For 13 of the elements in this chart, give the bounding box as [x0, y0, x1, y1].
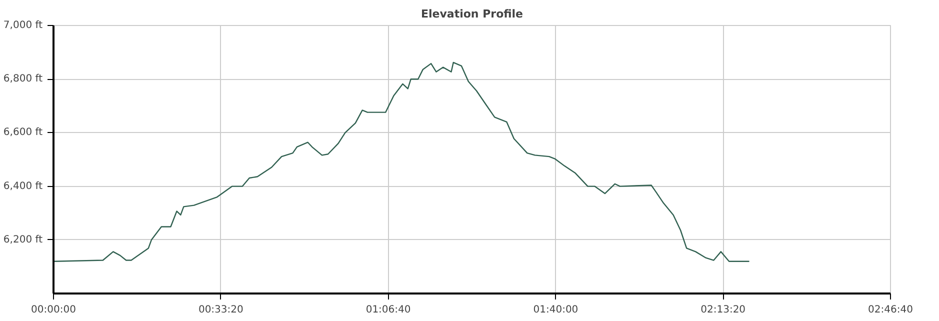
- line-series: [54, 62, 750, 262]
- y-tick-label: 7,000 ft: [3, 20, 43, 31]
- y-tick-label: 6,200 ft: [3, 234, 43, 246]
- y-tick-label: 6,600 ft: [3, 127, 43, 138]
- x-tick-label: 01:06:40: [366, 304, 411, 316]
- y-tick-label: 6,800 ft: [3, 74, 43, 85]
- x-tick-label: 01:40:00: [533, 304, 578, 316]
- y-tick-label: 6,400 ft: [3, 180, 43, 192]
- x-tick-label: 02:46:40: [868, 304, 913, 316]
- x-tick-label: 00:00:00: [31, 304, 76, 316]
- x-tick-label: 02:13:20: [700, 304, 746, 316]
- chart-title: Elevation Profile: [420, 8, 524, 20]
- x-tick-label: 00:33:20: [198, 304, 244, 316]
